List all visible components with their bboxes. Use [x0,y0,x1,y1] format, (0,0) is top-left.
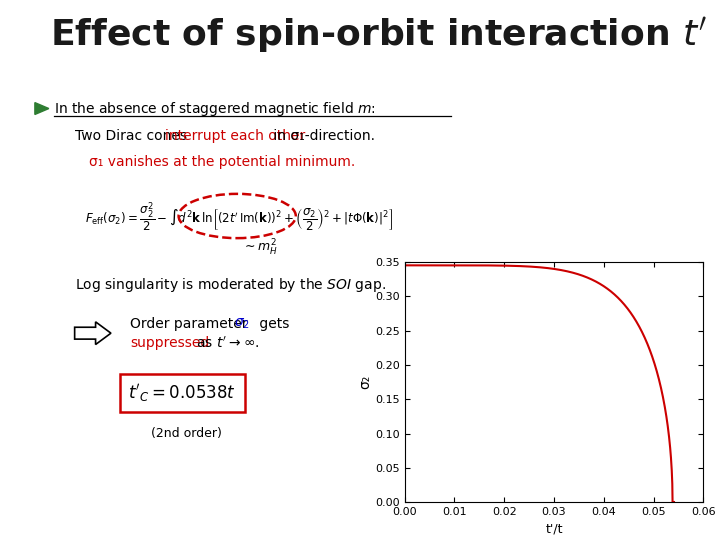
Y-axis label: σ₂: σ₂ [359,375,372,389]
Text: $\sim m_H^2$: $\sim m_H^2$ [242,238,278,259]
Text: in σ₁-direction.: in σ₁-direction. [269,129,374,143]
Text: (2nd order): (2nd order) [151,427,222,440]
Polygon shape [35,103,49,114]
Text: $\sigma_2$: $\sigma_2$ [234,317,250,331]
Text: Effect of spin-orbit interaction $t'$: Effect of spin-orbit interaction $t'$ [50,15,708,55]
Text: suppressed: suppressed [130,336,210,350]
Text: Two Dirac cones: Two Dirac cones [75,129,191,143]
Text: interrupt each other: interrupt each other [166,129,305,143]
FancyArrow shape [75,322,111,345]
Text: Order parameter: Order parameter [130,317,252,331]
Text: gets: gets [255,317,289,331]
Text: $F_{\rm eff}(\sigma_2) = \dfrac{\sigma_2^2}{2} - \int d^2\mathbf{k}\,\ln\!\left[: $F_{\rm eff}(\sigma_2) = \dfrac{\sigma_2… [85,201,393,233]
Text: $t'_C = 0.0538t$: $t'_C = 0.0538t$ [128,382,236,404]
Text: In the absence of staggered magnetic field $m$:: In the absence of staggered magnetic fie… [54,99,376,118]
Text: σ₁ vanishes at the potential minimum.: σ₁ vanishes at the potential minimum. [89,155,355,169]
Text: Log singularity is moderated by the $SOI$ gap.: Log singularity is moderated by the $SOI… [75,275,386,294]
X-axis label: t'/t: t'/t [545,523,563,536]
Text: as $t'\rightarrow\infty$.: as $t'\rightarrow\infty$. [192,335,259,350]
